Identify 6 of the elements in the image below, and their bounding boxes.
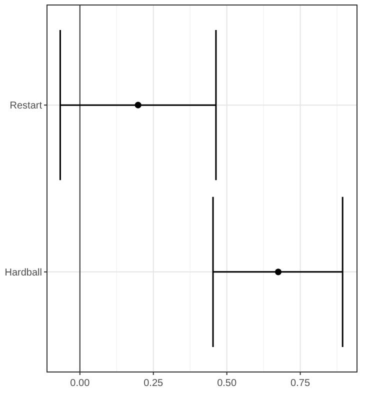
- y-tick-label: Restart: [10, 100, 42, 112]
- x-tick-label: 0.75: [290, 378, 310, 389]
- y-tick-label: Hardball: [4, 267, 42, 278]
- x-tick-label: 0.00: [70, 378, 90, 389]
- x-tick-label: 0.25: [144, 378, 164, 389]
- x-tick-label: 0.50: [217, 378, 237, 389]
